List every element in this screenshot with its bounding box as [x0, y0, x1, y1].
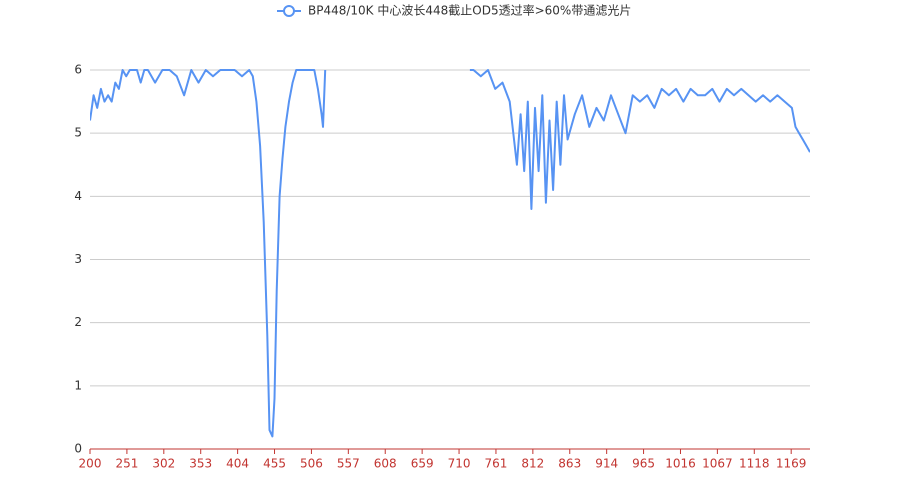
y-tick-label: 1 — [74, 378, 82, 392]
x-tick-label: 1067 — [702, 457, 733, 471]
y-tick-label: 3 — [74, 252, 82, 266]
data-line — [90, 69, 810, 438]
y-tick-label: 6 — [74, 63, 82, 77]
x-tick-label: 455 — [263, 457, 286, 471]
x-tick-label: 353 — [189, 457, 212, 471]
y-tick-label: 5 — [74, 126, 82, 140]
x-tick-label: 863 — [558, 457, 581, 471]
x-tick-label: 302 — [152, 457, 175, 471]
x-tick-label: 965 — [632, 457, 655, 471]
x-tick-label: 557 — [337, 457, 360, 471]
x-tick-label: 812 — [521, 457, 544, 471]
x-tick-label: 200 — [79, 457, 102, 471]
legend-label: BP448/10K 中心波长448截止OD5透过率>60%带通滤光片 — [308, 3, 631, 18]
x-tick-label: 761 — [484, 457, 507, 471]
x-tick-label: 1169 — [776, 457, 807, 471]
x-tick-label: 914 — [595, 457, 618, 471]
y-tick-label: 0 — [74, 442, 82, 456]
x-tick-label: 1016 — [665, 457, 696, 471]
x-tick-label: 710 — [448, 457, 471, 471]
y-tick-label: 4 — [74, 189, 82, 203]
x-tick-label: 251 — [115, 457, 138, 471]
x-tick-label: 404 — [226, 457, 249, 471]
legend-symbol — [283, 5, 295, 17]
y-tick-label: 2 — [74, 315, 82, 329]
x-tick-label: 1118 — [739, 457, 770, 471]
x-tick-label: 506 — [300, 457, 323, 471]
x-tick-label: 659 — [411, 457, 434, 471]
x-tick-label: 608 — [374, 457, 397, 471]
